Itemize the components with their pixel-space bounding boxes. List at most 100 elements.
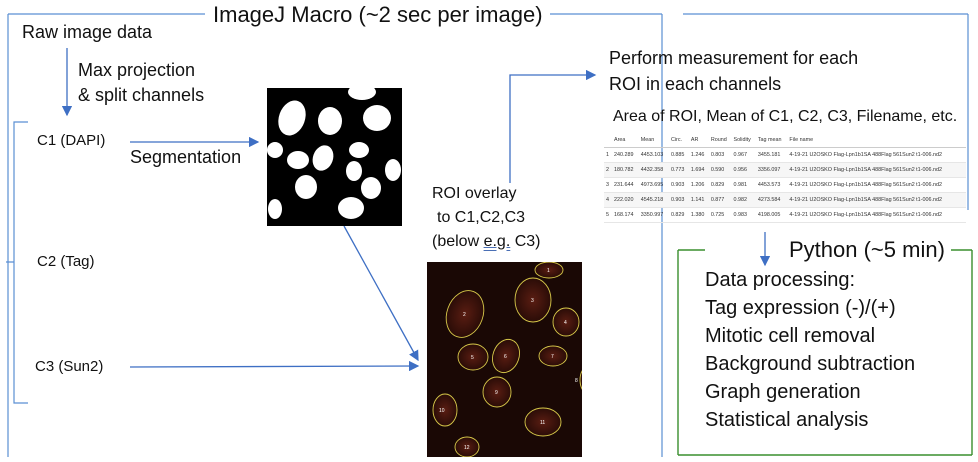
measurement-table: Area Mean Circ. AR Round Solidity Tag me… — [604, 133, 966, 223]
table-cell: 1.206 — [688, 177, 709, 193]
table-cell: 0.725 — [708, 207, 732, 223]
python-step: Graph generation — [705, 381, 861, 403]
table-cell: 4-19-21 U2OSKO Flag-Lpn1b1SA 488Flag 561… — [787, 192, 966, 208]
channel-brace — [6, 121, 28, 404]
table-cell: 4198.005 — [755, 207, 788, 223]
roi-label: 9 — [495, 390, 498, 396]
measurement-table-body: 1 240.289 4453.103 0.885 1.246 0.803 0.967 3455… — [604, 147, 966, 223]
table-cell: 0.877 — [708, 192, 732, 208]
table-header: Mean — [638, 133, 669, 148]
python-title: Python (~5 min) — [783, 237, 951, 263]
diagram-title: ImageJ Macro (~2 sec per image) — [209, 2, 547, 28]
table-cell: 1.141 — [688, 192, 709, 208]
roi-label: 11 — [540, 420, 545, 426]
table-header: AR — [688, 133, 709, 148]
table-cell: 0.956 — [731, 162, 756, 178]
channel-c3-label: C3 (Sun2) — [35, 358, 104, 375]
table-cell: 5 — [604, 207, 612, 223]
roi-overlay-line3: (below e.g. C3) — [432, 233, 541, 251]
table-header: Area — [611, 133, 639, 148]
table-cell: 0.803 — [708, 147, 732, 163]
table-cell: 3350.997 — [638, 207, 669, 223]
table-cell: 0.981 — [731, 177, 756, 193]
table-row: 5 168.174 3350.997 0.829 1.380 0.725 0.983 4198… — [604, 207, 966, 223]
table-cell: 168.174 — [611, 207, 639, 223]
table-header: Solidity — [731, 133, 756, 148]
table-header: Tag mean — [755, 133, 788, 148]
table-cell: 0.967 — [731, 147, 756, 163]
table-header: Round — [708, 133, 732, 148]
table-cell: 4 — [604, 192, 612, 208]
arrow-seg-to-overlay — [343, 225, 419, 362]
roi-label: 8 — [575, 378, 578, 384]
python-step: Statistical analysis — [705, 409, 869, 431]
roi-label: 12 — [464, 445, 470, 451]
table-cell: 222.020 — [611, 192, 639, 208]
roi-label: 4 — [564, 320, 567, 326]
table-cell: 4-19-21 U2OSKO Flag-Lpn1b1SA 488Flag 561… — [787, 147, 966, 163]
table-cell: 3 — [604, 177, 612, 193]
roi-label: 5 — [471, 355, 474, 361]
table-cell: 1.694 — [688, 162, 709, 178]
roi-label: 1 — [547, 268, 550, 274]
python-steps-list: Data processing: Tag expression (-)/(+) … — [705, 266, 915, 434]
table-cell: 1.380 — [688, 207, 709, 223]
table-cell: 0.983 — [731, 207, 756, 223]
table-row: 3 231.644 4973.695 0.903 1.206 0.829 0.981 4453… — [604, 177, 966, 193]
segmentation-mask-image — [267, 84, 402, 226]
table-header — [604, 133, 612, 148]
arrow-overlay-to-measure — [509, 69, 597, 183]
measurement-line1: Perform measurement for each — [609, 48, 859, 68]
table-cell: 0.885 — [668, 147, 689, 163]
roi-below-prefix: (below — [432, 233, 484, 250]
table-cell: 0.829 — [708, 177, 732, 193]
table-header-row: Area Mean Circ. AR Round Solidity Tag me… — [604, 133, 966, 148]
roi-label: 3 — [531, 298, 534, 304]
table-cell: 0.982 — [731, 192, 756, 208]
table-cell: 0.903 — [668, 192, 689, 208]
table-cell: 3455.181 — [755, 147, 788, 163]
measurement-line2: ROI in each channels — [609, 74, 782, 94]
projection-step-line1: Max projection — [78, 60, 196, 80]
channel-c2-label: C2 (Tag) — [37, 253, 95, 270]
roi-label: 6 — [504, 354, 507, 360]
table-header: File name — [787, 133, 966, 148]
table-cell: 0.903 — [668, 177, 689, 193]
segmentation-label: Segmentation — [130, 147, 242, 167]
roi-label: 2 — [463, 312, 466, 318]
table-cell: 4973.695 — [638, 177, 669, 193]
table-cell: 4273.584 — [755, 192, 788, 208]
roi-overlay-image: 1 2 3 4 5 6 7 8 9 10 11 12 — [427, 261, 605, 458]
arrow-c3-to-overlay — [129, 360, 420, 372]
table-cell: 4453.573 — [755, 177, 788, 193]
python-step: Tag expression (-)/(+) — [705, 297, 896, 319]
table-row: 1 240.289 4453.103 0.885 1.246 0.803 0.967 3455… — [604, 147, 966, 163]
raw-image-label: Raw image data — [22, 22, 153, 42]
channel-c1-label: C1 (DAPI) — [37, 132, 106, 149]
table-cell: 4-19-21 U2OSKO Flag-Lpn1b1SA 488Flag 561… — [787, 177, 966, 193]
measurement-detail: Area of ROI, Mean of C1, C2, C3, Filenam… — [613, 108, 958, 125]
projection-step-line2: & split channels — [78, 85, 205, 105]
table-cell: 2 — [604, 162, 612, 178]
python-step: Background subtraction — [705, 353, 916, 375]
macro-frame — [7, 13, 969, 457]
roi-below-suffix: C3) — [510, 233, 541, 250]
table-cell: 4-19-21 U2OSKO Flag-Lpn1b1SA 488Flag 561… — [787, 162, 966, 178]
table-cell: 0.590 — [708, 162, 732, 178]
roi-overlay-line1: ROI overlay — [432, 185, 517, 202]
table-cell: 240.289 — [611, 147, 639, 163]
table-cell: 4432.358 — [638, 162, 669, 178]
table-cell: 4453.103 — [638, 147, 669, 163]
roi-label: 7 — [551, 354, 554, 360]
table-cell: 1.246 — [688, 147, 709, 163]
table-cell: 180.782 — [611, 162, 639, 178]
roi-overlay-line2: to C1,C2,C3 — [437, 209, 526, 226]
table-cell: 1 — [604, 147, 612, 163]
roi-overlay-svg: 1 2 3 4 5 6 7 8 9 10 11 12 — [427, 261, 605, 458]
roi-label: 10 — [439, 408, 445, 414]
table-row: 2 180.782 4432.358 0.773 1.694 0.590 0.956 3356… — [604, 162, 966, 178]
nuclei-mask — [267, 84, 401, 219]
table-cell: 4-19-21 U2OSKO Flag-Lpn1b1SA 488Flag 561… — [787, 207, 966, 223]
table-cell: 3356.097 — [755, 162, 788, 178]
